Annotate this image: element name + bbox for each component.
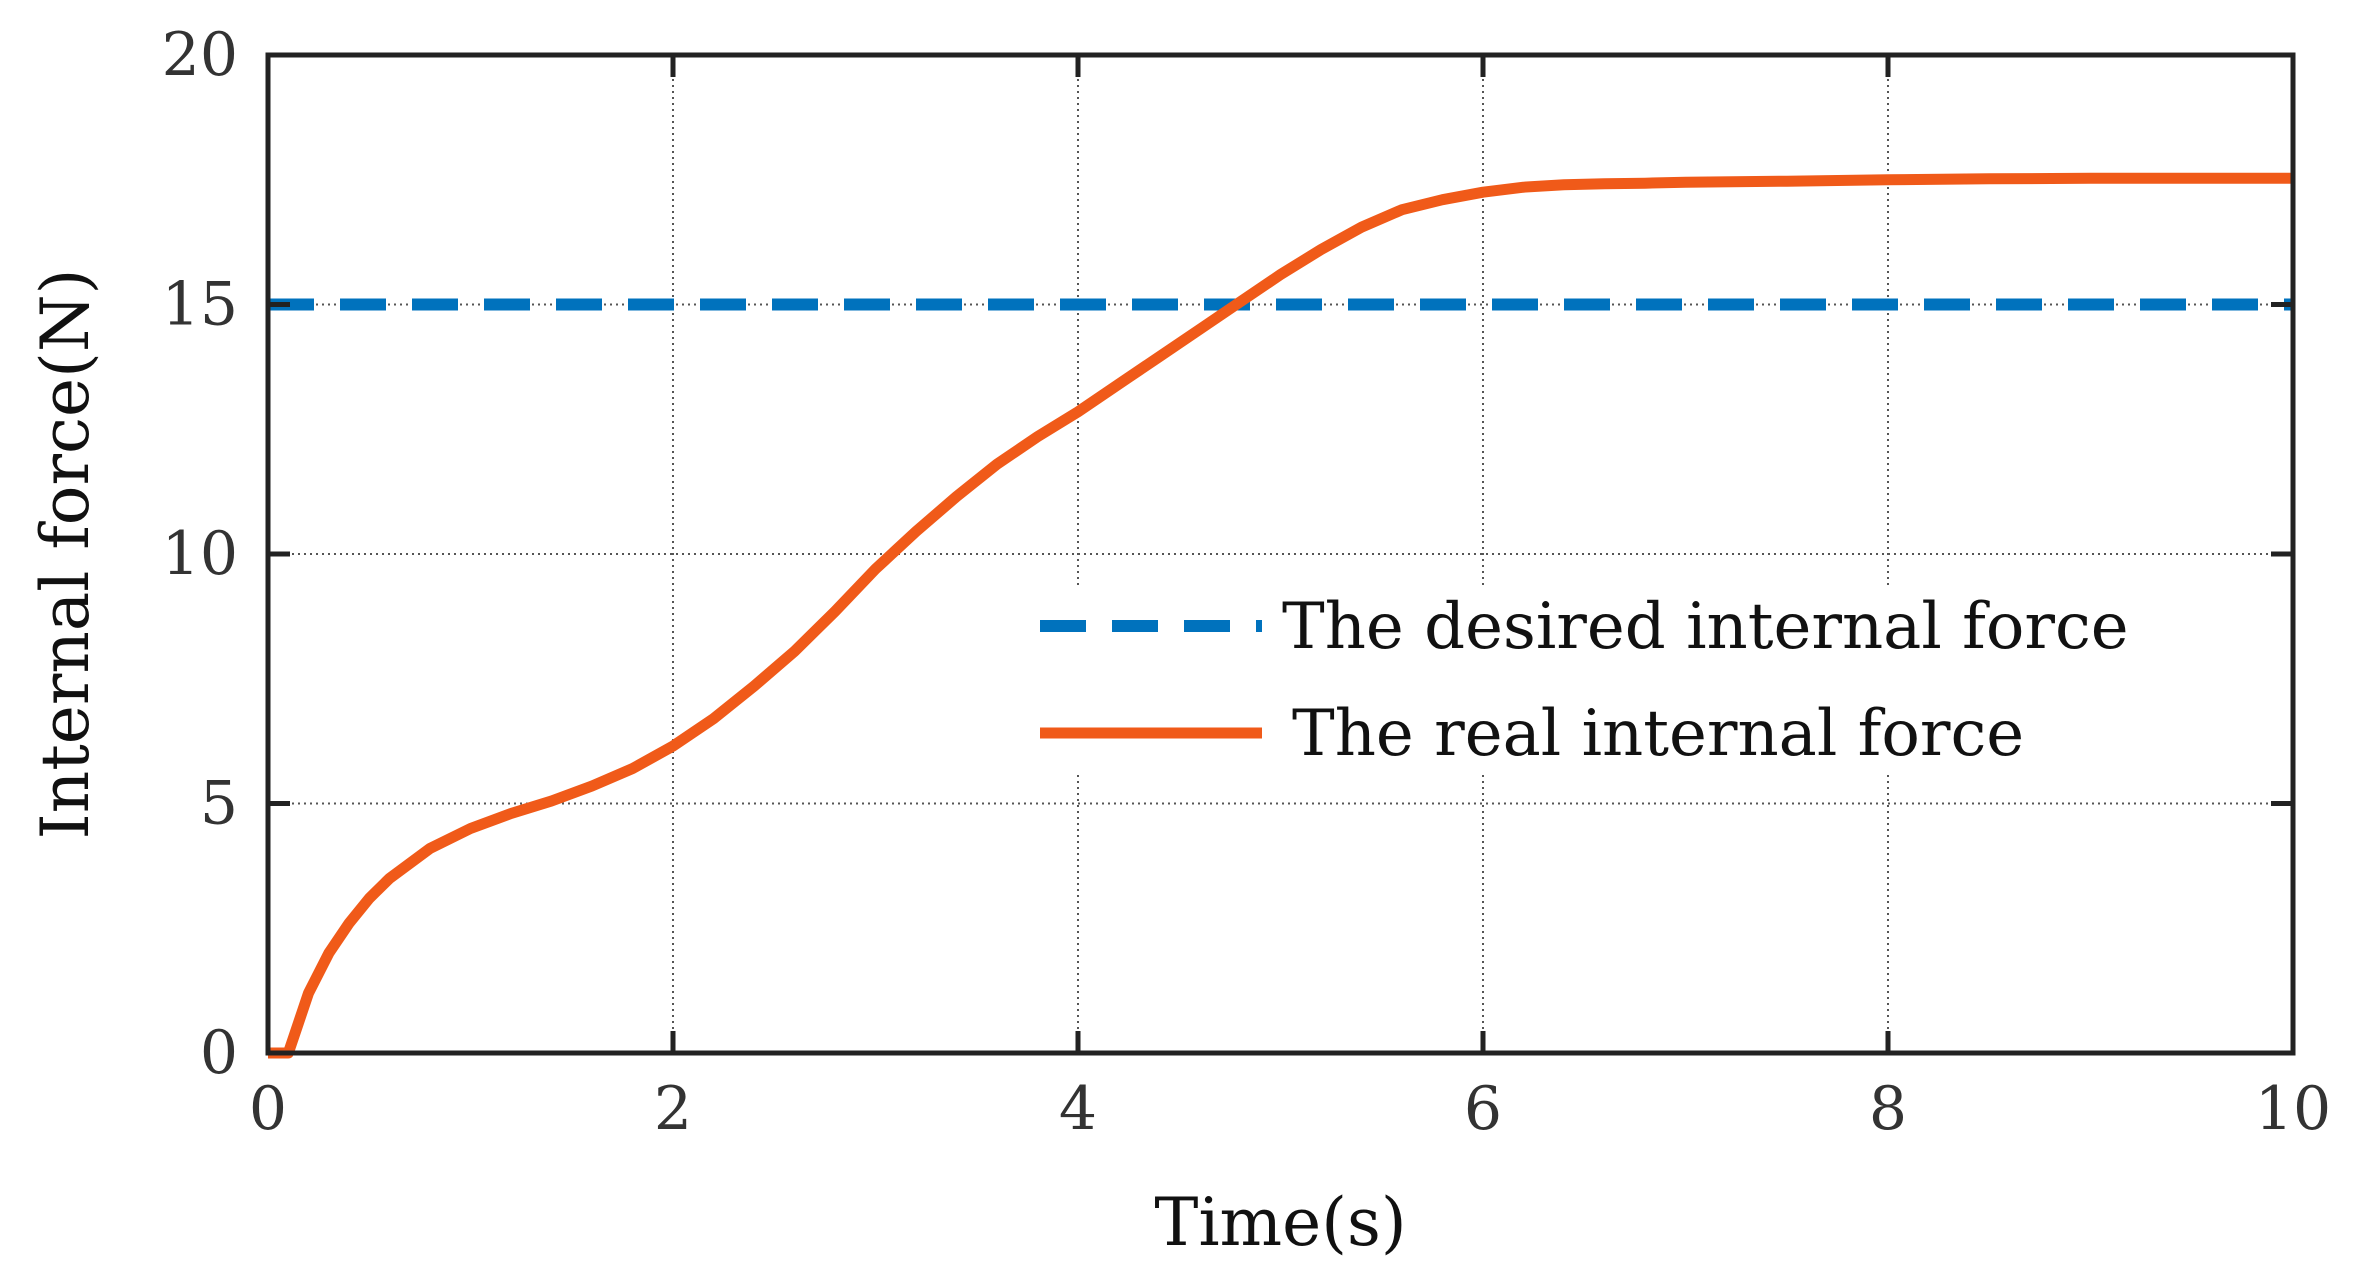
x-tick-label: 0 [249,1074,287,1144]
y-tick-label: 0 [200,1018,238,1088]
x-tick-label: 4 [1059,1074,1097,1144]
legend-label-desired: The desired internal force [1282,590,2129,664]
series-layer [268,172,2293,1059]
y-tick-label: 15 [162,270,238,340]
legend: The desired internal force The real inte… [1030,588,2150,774]
x-tick-label: 2 [654,1074,692,1144]
y-tick-label: 10 [162,519,238,589]
legend-background [1030,588,2150,774]
x-axis-label: Time(s) [1154,1184,1406,1261]
y-tick-label: 20 [162,20,238,90]
x-tick-label: 8 [1869,1074,1907,1144]
real-force-line [268,172,2293,1059]
x-tick-label: 10 [2255,1074,2331,1144]
y-axis-label: Internal force(N) [27,269,104,840]
legend-label-real: The real internal force [1292,697,2024,771]
y-tick-label: 5 [200,769,238,839]
x-tick-label: 6 [1464,1074,1502,1144]
tick-layer: 0 2 4 6 8 10 0 5 10 15 20 [162,20,2332,1144]
